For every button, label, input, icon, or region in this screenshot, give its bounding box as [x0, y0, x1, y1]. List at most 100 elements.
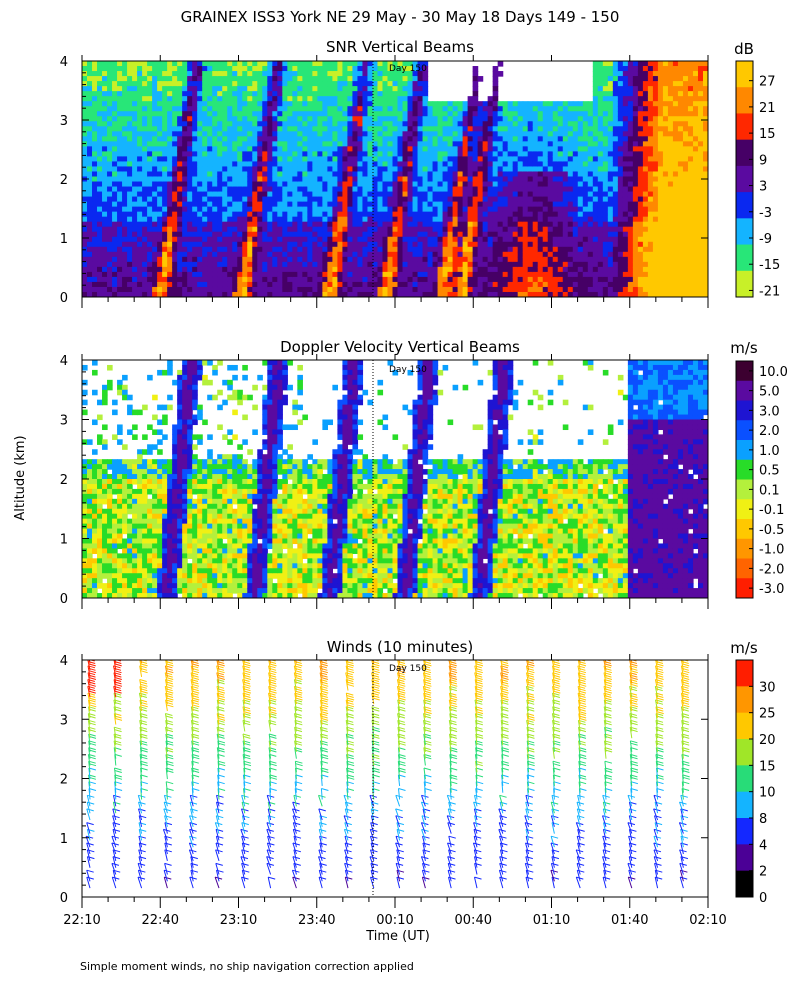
snr-cell — [482, 281, 489, 288]
snr-cell — [222, 131, 228, 137]
snr-cell — [237, 271, 243, 278]
snr-cell — [477, 231, 484, 238]
snr-cell — [167, 101, 173, 107]
snr-cell — [392, 271, 399, 278]
snr-cell — [467, 101, 474, 107]
snr-cell — [87, 156, 93, 163]
snr-cell — [277, 201, 283, 208]
snr-cell — [347, 166, 354, 173]
snr-cell — [542, 146, 549, 152]
snr-cell — [417, 226, 424, 233]
snr-cell — [162, 71, 168, 77]
snr-cell — [112, 86, 118, 92]
snr-cell — [377, 236, 384, 243]
snr-cell — [352, 236, 359, 243]
snr-cell — [567, 171, 574, 178]
snr-cell — [342, 166, 349, 173]
snr-cell — [302, 111, 308, 117]
snr-cell — [122, 161, 128, 168]
snr-cell — [377, 76, 384, 82]
snr-cell — [192, 246, 198, 253]
snr-cell — [182, 186, 188, 193]
snr-cell — [207, 256, 213, 263]
snr-cell — [162, 176, 168, 183]
snr-cell — [542, 266, 549, 273]
snr-cell — [442, 281, 449, 288]
snr-cell — [322, 136, 328, 142]
snr-cell — [592, 81, 599, 87]
snr-cell — [627, 146, 634, 152]
snr-cell — [232, 71, 238, 77]
snr-cell — [632, 131, 639, 137]
snr-cell — [547, 186, 554, 193]
snr-cell — [87, 256, 93, 263]
snr-cell — [452, 161, 459, 168]
snr-cell — [332, 181, 339, 188]
snr-cell — [357, 146, 364, 152]
snr-cell — [157, 121, 163, 127]
snr-cell — [422, 286, 429, 293]
snr-cell — [557, 146, 564, 152]
snr-cell — [117, 151, 123, 157]
snr-cell — [232, 241, 238, 248]
snr-cell — [387, 241, 394, 248]
snr-cell — [467, 226, 474, 233]
snr-cell — [557, 221, 564, 228]
snr-cell — [212, 251, 218, 258]
snr-cell — [352, 281, 359, 288]
snr-cell — [602, 141, 609, 147]
snr-cell — [277, 96, 283, 102]
snr-cell — [337, 106, 344, 112]
snr-cell — [397, 151, 404, 157]
snr-cell — [367, 216, 374, 223]
snr-cell — [177, 231, 183, 238]
snr-cell — [252, 111, 258, 117]
snr-cell — [132, 106, 138, 112]
snr-cell — [147, 91, 153, 97]
snr-cell — [577, 111, 584, 117]
snr-cell — [97, 71, 103, 77]
snr-cell — [602, 266, 609, 273]
snr-cell — [82, 116, 88, 122]
snr-cell — [487, 216, 494, 223]
snr-cell — [197, 216, 203, 223]
snr-cell — [327, 226, 333, 233]
snr-cell — [157, 61, 163, 67]
snr-cell — [172, 76, 178, 82]
snr-cell — [337, 246, 344, 253]
snr-cell — [582, 181, 589, 188]
snr-cell — [622, 201, 629, 208]
snr-cell — [417, 231, 424, 238]
snr-cell — [417, 66, 424, 72]
snr-cell — [177, 221, 183, 228]
snr-cell — [242, 256, 248, 263]
snr-cell — [462, 101, 469, 107]
snr-cell — [447, 181, 454, 188]
snr-cell — [552, 151, 559, 157]
snr-cell — [132, 131, 138, 137]
snr-cell — [162, 96, 168, 102]
snr-cell — [282, 81, 288, 87]
snr-cell — [252, 61, 258, 67]
snr-cell — [492, 246, 499, 253]
snr-cell — [82, 111, 88, 117]
snr-cell — [512, 261, 519, 268]
snr-cell — [577, 156, 584, 163]
snr-cell — [102, 151, 108, 157]
snr-cell — [277, 281, 283, 288]
snr-cell — [562, 126, 569, 132]
snr-cell — [622, 291, 629, 297]
snr-cell — [237, 61, 243, 67]
snr-cell — [607, 131, 614, 137]
snr-cell — [317, 256, 323, 263]
snr-cell — [512, 146, 519, 152]
snr-cell — [167, 176, 173, 183]
snr-cell — [162, 226, 168, 233]
snr-cell — [267, 216, 273, 223]
snr-cell — [242, 221, 248, 228]
snr-cell — [512, 236, 519, 243]
snr-cell — [532, 111, 539, 117]
snr-cell — [197, 201, 203, 208]
snr-cell — [252, 196, 258, 203]
snr-cell — [147, 81, 153, 87]
